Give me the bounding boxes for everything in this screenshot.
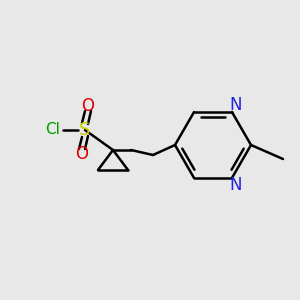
Text: O: O — [76, 145, 88, 163]
Text: S: S — [79, 121, 91, 139]
Text: N: N — [230, 96, 242, 114]
Text: N: N — [230, 176, 242, 194]
Text: Cl: Cl — [46, 122, 60, 137]
Text: O: O — [82, 97, 94, 115]
